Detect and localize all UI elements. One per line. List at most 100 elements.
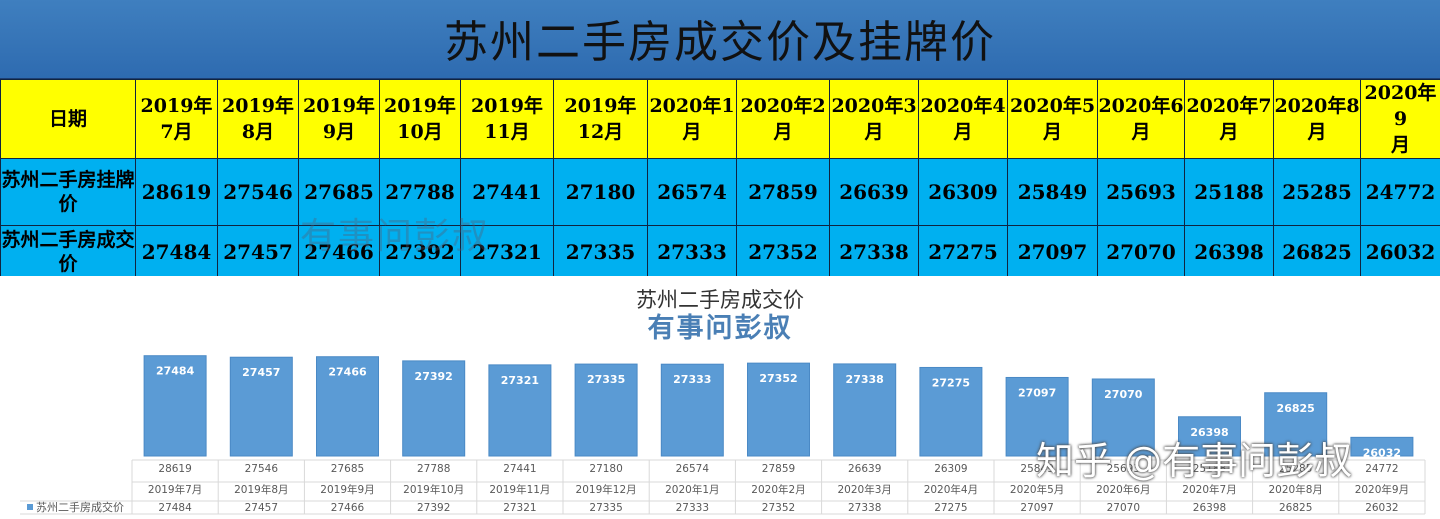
bar	[919, 366, 983, 457]
category-upper-label: 25849	[1020, 463, 1053, 475]
category-upper-label: 27180	[589, 463, 622, 475]
deal-price-cell: 27333	[647, 225, 737, 279]
category-upper-label: 27441	[503, 463, 536, 475]
header-date: 2020年8 月	[1273, 79, 1361, 159]
bar	[1350, 436, 1414, 457]
data-table-value: 27352	[762, 502, 795, 514]
category-upper-label: 26574	[676, 463, 710, 475]
category-upper-label: 26309	[934, 463, 967, 475]
bar	[143, 355, 207, 457]
bar-value-label: 27321	[501, 374, 539, 387]
data-table-value: 27484	[158, 502, 192, 514]
deal-price-cell: 27275	[918, 225, 1008, 279]
bar	[402, 360, 466, 457]
data-table-value: 27466	[331, 502, 365, 514]
bar	[833, 363, 897, 457]
data-table-value: 27097	[1020, 502, 1053, 514]
data-table-value: 27321	[503, 502, 536, 514]
bar-value-label: 27333	[673, 373, 711, 386]
data-table: 日期 2019年 7月 2019年 8月 2019年 9月 2019年 10月 2019年 11月…	[0, 79, 1440, 279]
listing-price-cell: 26309	[918, 158, 1008, 226]
bar	[747, 362, 810, 457]
header-date: 2019年 8月	[217, 79, 299, 159]
title-banner: 苏州二手房成交价及挂牌价	[0, 0, 1440, 80]
data-table-value: 27275	[934, 502, 967, 514]
header-date: 2020年1 月	[647, 79, 737, 159]
deal-price-cell: 27392	[379, 225, 461, 279]
zhihu-watermark: 知乎 @有事问彭叔	[1036, 439, 1353, 483]
listing-price-cell: 25188	[1184, 158, 1274, 226]
x-tick-label: 2020年3月	[837, 483, 891, 496]
deal-price-cell: 27070	[1097, 225, 1185, 279]
listing-price-cell: 25849	[1007, 158, 1098, 226]
deal-price-cell: 27484	[135, 225, 218, 279]
bar	[1091, 378, 1155, 457]
x-tick-label: 2020年2月	[751, 483, 805, 496]
header-date: 2019年 11月	[460, 79, 554, 159]
header-label: 日期	[0, 79, 136, 159]
bar-value-label: 27070	[1104, 388, 1143, 401]
header-row: 日期 2019年 7月 2019年 8月 2019年 9月 2019年 10月 2019年 11月…	[0, 79, 1440, 159]
x-tick-label: 2020年5月	[1010, 483, 1064, 496]
header-date: 2020年5 月	[1007, 79, 1098, 159]
bar	[574, 363, 638, 457]
bar	[1005, 376, 1069, 457]
listing-row-label: 苏州二手房挂牌价	[0, 158, 136, 226]
data-table-value: 27333	[676, 502, 709, 514]
bar-value-label: 26032	[1363, 446, 1401, 459]
header-date: 2020年3 月	[829, 79, 919, 159]
header-date: 2020年6 月	[1097, 79, 1185, 159]
category-upper-label: 27859	[762, 463, 795, 475]
listing-price-cell: 26639	[829, 158, 919, 226]
bar-chart: 27484 28619 2019年7月 27484 27457 27546 2019年8月 2…	[0, 276, 1440, 519]
category-upper-label: 28619	[158, 463, 191, 475]
deal-price-cell: 27457	[217, 225, 299, 279]
category-upper-label: 27685	[331, 463, 364, 475]
legend-label: 苏州二手房成交价	[36, 500, 124, 514]
bar-value-label: 27275	[932, 376, 970, 389]
listing-price-cell: 27859	[736, 158, 830, 226]
category-upper-label: 25693	[1107, 463, 1140, 475]
bar-value-label: 27484	[156, 365, 195, 378]
category-upper-label: 26639	[848, 463, 881, 475]
x-tick-label: 2019年12月	[576, 483, 637, 496]
x-tick-label: 2019年11月	[489, 483, 550, 496]
bar-value-label: 27466	[328, 366, 367, 379]
data-table-value: 26825	[1279, 502, 1312, 514]
category-upper-label: 25188	[1193, 463, 1226, 475]
category-upper-label: 27546	[245, 463, 279, 475]
data-table-value: 27392	[417, 502, 450, 514]
data-table-value: 27338	[848, 502, 881, 514]
listing-row: 苏州二手房挂牌价 28619 27546 27685 27788 27441 27180 2…	[0, 158, 1440, 226]
legend-swatch	[27, 504, 33, 510]
bar-value-label: 27457	[242, 366, 280, 379]
deal-price-cell: 27466	[298, 225, 380, 279]
listing-price-cell: 25693	[1097, 158, 1185, 226]
bar-value-label: 27352	[759, 372, 797, 385]
x-tick-label: 2020年7月	[1182, 483, 1236, 496]
listing-price-cell: 27788	[379, 158, 461, 226]
bar	[316, 356, 379, 457]
listing-price-cell: 26574	[647, 158, 737, 226]
deal-row-label: 苏州二手房成交价	[0, 225, 136, 279]
bar-value-label: 27097	[1018, 386, 1056, 399]
category-upper-label: 27788	[417, 463, 450, 475]
deal-price-cell: 26825	[1273, 225, 1361, 279]
header-date: 2019年 7月	[135, 79, 218, 159]
x-tick-label: 2020年1月	[665, 483, 719, 496]
x-tick-label: 2019年8月	[234, 483, 288, 496]
bar	[1264, 392, 1328, 457]
header-date: 2019年 9月	[298, 79, 380, 159]
listing-price-cell: 25285	[1273, 158, 1361, 226]
bar-value-label: 27335	[587, 373, 625, 386]
listing-price-cell: 27180	[553, 158, 648, 226]
x-tick-label: 2019年9月	[320, 483, 374, 496]
bar-value-label: 27338	[846, 373, 884, 386]
header-date: 2020年7 月	[1184, 79, 1274, 159]
deal-price-cell: 27321	[460, 225, 554, 279]
x-tick-label: 2020年9月	[1355, 483, 1409, 496]
x-tick-label: 2020年4月	[924, 483, 978, 496]
listing-price-cell: 24772	[1360, 158, 1440, 226]
data-table-value: 27335	[589, 502, 622, 514]
category-upper-label: 25285	[1279, 463, 1312, 475]
